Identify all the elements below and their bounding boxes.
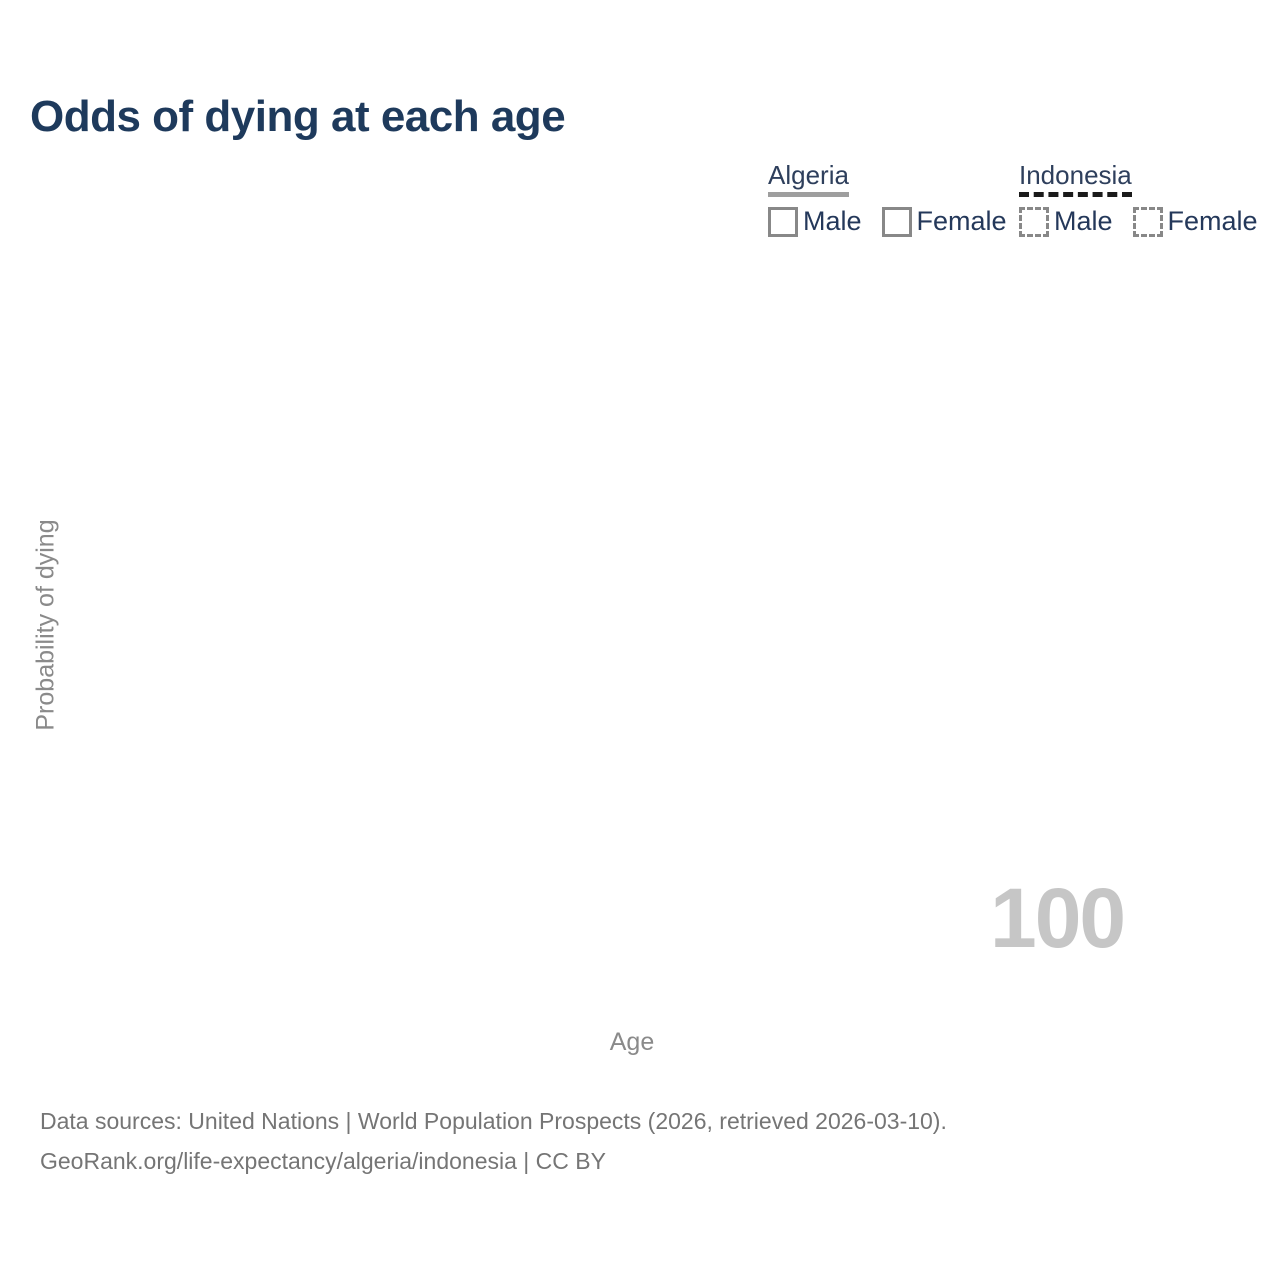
- legend-item-indonesia-female[interactable]: Female: [1132, 206, 1258, 237]
- legend-item-label: Female: [916, 206, 1007, 236]
- legend-group-indonesia: Indonesia Male Female: [1019, 160, 1258, 237]
- indonesia-female-swatch-icon[interactable]: [1132, 206, 1163, 237]
- x-axis-title: Age: [609, 1028, 655, 1056]
- legend-item-algeria-female[interactable]: Female: [881, 206, 1007, 237]
- y-axis-title: Probability of dying: [31, 519, 60, 731]
- legend-item-label: Female: [1167, 206, 1258, 236]
- legend-group-algeria: Algeria Male Female: [768, 160, 1007, 237]
- legend-item-algeria-male[interactable]: Male: [768, 206, 862, 237]
- attribution-link-text: GeoRank.org/life-expectancy/algeria/indo…: [40, 1148, 606, 1174]
- age-watermark: 100: [990, 871, 1126, 965]
- legend-item-label: Male: [803, 206, 862, 236]
- legend-header-algeria[interactable]: Algeria: [768, 160, 849, 197]
- algeria-male-swatch-icon[interactable]: [768, 206, 798, 237]
- legend-item-label: Male: [1054, 206, 1113, 236]
- indonesia-male-swatch-icon[interactable]: [1019, 206, 1049, 237]
- page-title: Odds of dying at each age: [30, 92, 566, 141]
- legend-header-indonesia[interactable]: Indonesia: [1019, 160, 1132, 197]
- legend-item-indonesia-male[interactable]: Male: [1019, 206, 1113, 237]
- algeria-female-swatch-icon[interactable]: [881, 206, 912, 237]
- data-sources-text: Data sources: United Nations | World Pop…: [40, 1108, 947, 1134]
